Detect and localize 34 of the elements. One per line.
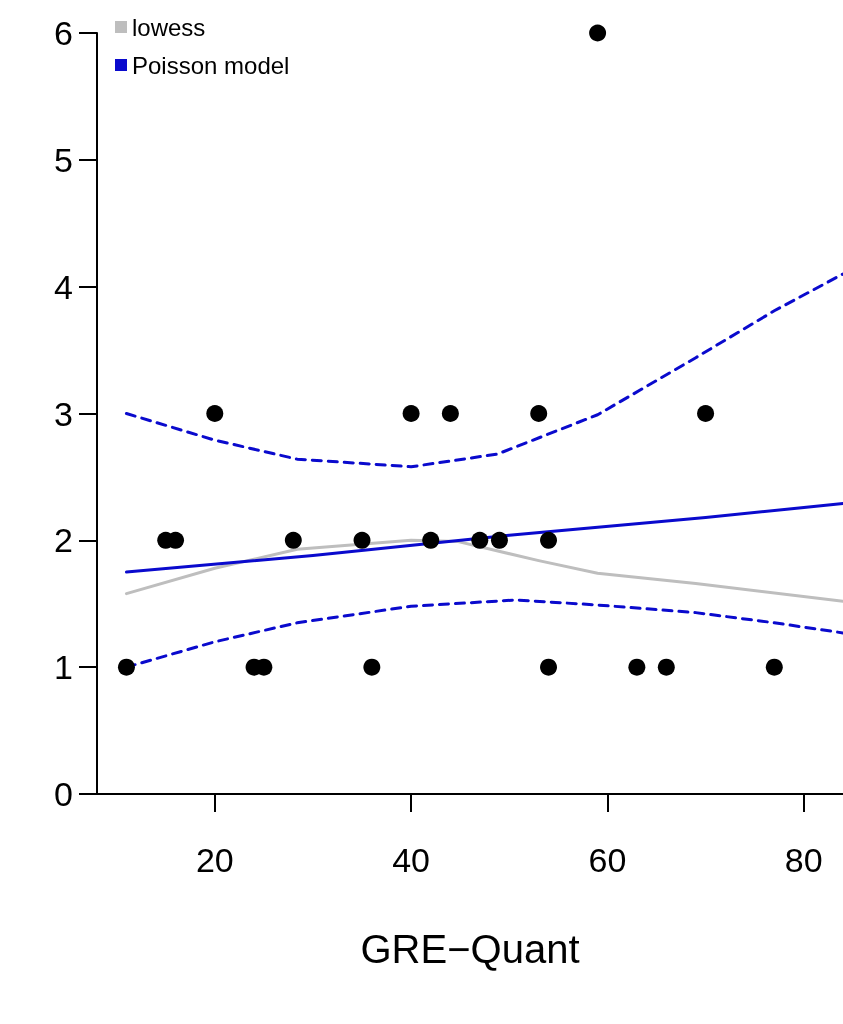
line-series xyxy=(124,272,843,469)
point xyxy=(490,531,508,549)
legend-label: lowess xyxy=(132,13,206,41)
point xyxy=(540,658,558,676)
x-tick-label: 80 xyxy=(784,841,823,879)
legend-label: Poisson model xyxy=(132,51,290,79)
point xyxy=(117,658,135,676)
point xyxy=(471,531,489,549)
point xyxy=(402,405,420,422)
x-axis-title: GRE−Quant xyxy=(360,927,580,971)
point xyxy=(353,531,371,549)
y-tick-label: 2 xyxy=(54,521,73,560)
y-tick-label: 5 xyxy=(54,140,73,179)
point xyxy=(422,531,440,549)
point xyxy=(589,24,607,42)
point xyxy=(363,658,381,676)
point xyxy=(657,658,675,676)
y-tick-label: 0 xyxy=(54,775,73,813)
point xyxy=(441,405,459,422)
x-tick-label: 20 xyxy=(195,841,234,879)
x-tick-label: 60 xyxy=(588,841,627,879)
y-tick-label: 1 xyxy=(54,648,73,687)
y-tick-label: 4 xyxy=(54,267,73,306)
y-tick-label: 6 xyxy=(54,14,73,52)
line-series xyxy=(124,502,843,574)
x-tick-label: 40 xyxy=(392,841,431,879)
point xyxy=(540,531,558,549)
point xyxy=(765,658,783,676)
point xyxy=(206,405,224,422)
y-tick-label: 3 xyxy=(54,394,73,433)
point xyxy=(628,658,646,676)
point xyxy=(284,531,302,549)
point xyxy=(530,405,548,422)
point xyxy=(697,405,715,422)
